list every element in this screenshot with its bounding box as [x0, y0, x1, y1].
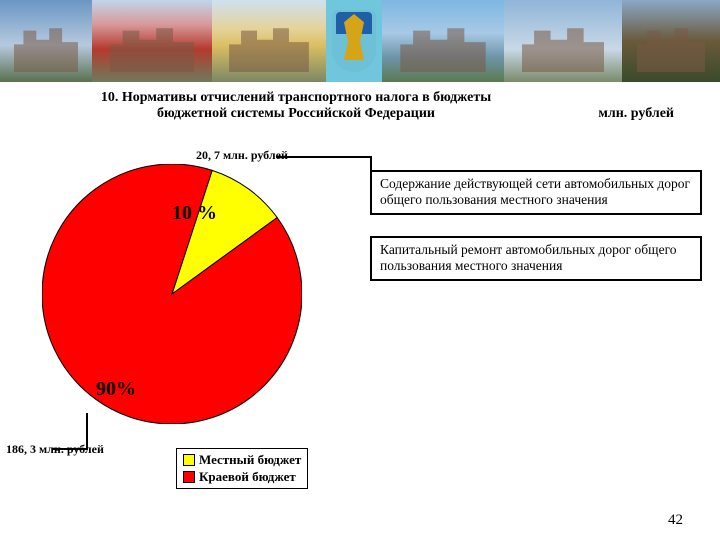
banner-photo-cell: [504, 0, 622, 82]
callout-top-value: 20, 7 млн. рублей: [196, 148, 288, 163]
title-block: 10. Нормативы отчислений транспортного н…: [0, 82, 720, 122]
page-number: 42: [668, 512, 683, 529]
legend-swatch-icon: [183, 454, 195, 466]
description-box-2: Капитальный ремонт автомобильных дорог о…: [370, 236, 702, 281]
legend-swatch-icon: [183, 471, 195, 483]
banner-photo-cell: [326, 0, 382, 82]
banner-photo-cell: [622, 0, 720, 82]
banner-photo-cell: [0, 0, 92, 82]
title-line-2: бюджетной системы Российской Федерации: [20, 106, 572, 122]
chart-legend: Местный бюджетКраевой бюджет: [176, 448, 308, 489]
pie-chart: 10 % 90%: [42, 164, 302, 424]
callout-bottom-value: 186, 3 млн. рублей: [6, 442, 104, 457]
legend-item: Краевой бюджет: [183, 469, 301, 485]
legend-item: Местный бюджет: [183, 452, 301, 468]
city-emblem-icon: [332, 10, 376, 72]
pie-slice-label-10: 10 %: [172, 202, 217, 225]
banner-photo-cell: [212, 0, 326, 82]
pie-slice-label-90: 90%: [96, 378, 136, 401]
legend-label: Краевой бюджет: [199, 469, 296, 485]
banner-photo-cell: [382, 0, 504, 82]
description-box-1: Содержание действующей сети автомобильны…: [370, 170, 702, 215]
banner-photo-cell: [92, 0, 212, 82]
legend-label: Местный бюджет: [199, 452, 301, 468]
leader-line-1a: [276, 156, 354, 158]
unit-label: млн. рублей: [572, 106, 700, 122]
title-line-1: 10. Нормативы отчислений транспортного н…: [20, 90, 572, 106]
header-banner: [0, 0, 720, 82]
